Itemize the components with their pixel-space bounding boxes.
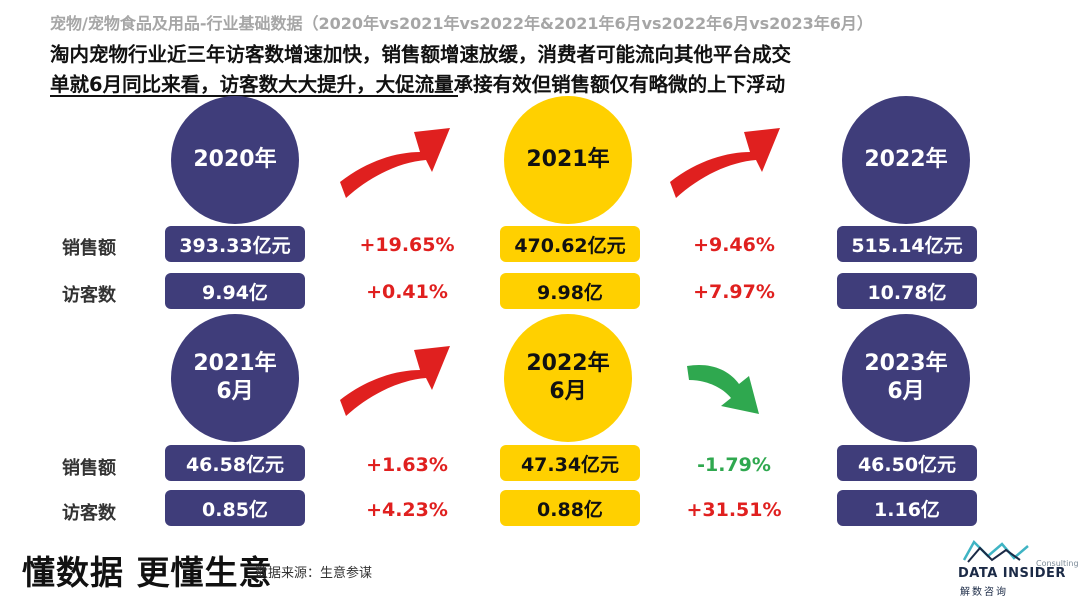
sales-value-box: 46.50亿元	[837, 445, 977, 481]
logo-subtitle: Consulting	[1036, 559, 1079, 568]
row-label-sales: 销售额	[62, 458, 116, 479]
sales-value-box: 470.62亿元	[500, 226, 640, 262]
period-circle-2021: 2021年	[504, 96, 632, 224]
data-source: 数据来源：生意参谋	[255, 566, 373, 581]
period-month: 6月	[549, 379, 587, 404]
sales-value-box: 515.14亿元	[837, 226, 977, 262]
logo-chinese-name: 解数咨询	[960, 587, 1008, 598]
sales-value-box: 46.58亿元	[165, 445, 305, 481]
growth-sales: +19.65%	[359, 234, 455, 256]
slogan: 懂数据 更懂生意	[22, 553, 273, 592]
row-label-visitors: 访客数	[62, 285, 116, 306]
headline-underline	[50, 95, 458, 97]
data-insider-logo: Consulting DATA INSIDER 解数咨询	[958, 538, 1079, 598]
visitors-value-box: 9.94亿	[165, 273, 305, 309]
logo-wave-icon	[962, 539, 1029, 563]
logo-name: DATA INSIDER	[958, 566, 1066, 581]
row-label-visitors: 访客数	[62, 503, 116, 524]
headline: 淘内宠物行业近三年访客数增速加快，销售额增速放缓，消费者可能流向其他平台成交 单…	[50, 40, 791, 100]
visitors-value-box: 10.78亿	[837, 273, 977, 309]
headline-line-1: 淘内宠物行业近三年访客数增速加快，销售额增速放缓，消费者可能流向其他平台成交	[50, 43, 792, 66]
period-label: 2022年	[864, 147, 948, 172]
period-circle-2022: 2022年	[842, 96, 970, 224]
visitors-value-box: 0.88亿	[500, 490, 640, 526]
top-caption: 宠物/宠物食品及用品-行业基础数据（2020年vs2021年vs2022年&20…	[50, 14, 873, 33]
red-growth-arrow-icon	[340, 346, 450, 416]
red-growth-arrow-icon	[670, 128, 780, 198]
period-label: 2023年	[864, 351, 948, 376]
period-label: 2021年	[193, 351, 277, 376]
growth-sales: +1.63%	[366, 454, 448, 476]
growth-sales-decline: -1.79%	[697, 454, 771, 476]
visitors-value-box: 1.16亿	[837, 490, 977, 526]
growth-sales: +9.46%	[693, 234, 775, 256]
period-label: 2021年	[526, 147, 610, 172]
visitors-value-box: 0.85亿	[165, 490, 305, 526]
sales-value-box: 393.33亿元	[165, 226, 305, 262]
green-decline-arrow-icon	[687, 364, 759, 414]
period-circle-2022-june: 2022年 6月	[504, 314, 632, 442]
sales-value-box: 47.34亿元	[500, 445, 640, 481]
red-growth-arrow-icon	[340, 128, 450, 198]
period-circle-2020: 2020年	[171, 96, 299, 224]
period-month: 6月	[216, 379, 254, 404]
growth-visitors: +7.97%	[693, 281, 775, 303]
period-label: 2020年	[193, 147, 277, 172]
row-label-sales: 销售额	[62, 238, 116, 259]
period-circle-2021-june: 2021年 6月	[171, 314, 299, 442]
growth-visitors: +31.51%	[686, 499, 782, 521]
period-month: 6月	[887, 379, 925, 404]
period-label: 2022年	[526, 351, 610, 376]
growth-visitors: +4.23%	[366, 499, 448, 521]
period-circle-2023-june: 2023年 6月	[842, 314, 970, 442]
headline-line-2: 单就6月同比来看，访客数大大提升，大促流量承接有效但销售额仅有略微的上下浮动	[50, 73, 786, 96]
growth-visitors: +0.41%	[366, 281, 448, 303]
visitors-value-box: 9.98亿	[500, 273, 640, 309]
